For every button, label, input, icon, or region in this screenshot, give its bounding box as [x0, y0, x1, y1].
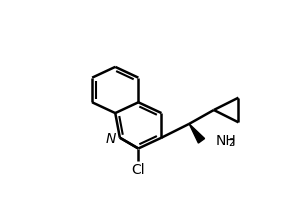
- Polygon shape: [189, 124, 205, 143]
- Text: Cl: Cl: [131, 163, 145, 177]
- Text: 2: 2: [228, 138, 235, 148]
- Text: NH: NH: [215, 134, 236, 148]
- Text: N: N: [105, 132, 116, 146]
